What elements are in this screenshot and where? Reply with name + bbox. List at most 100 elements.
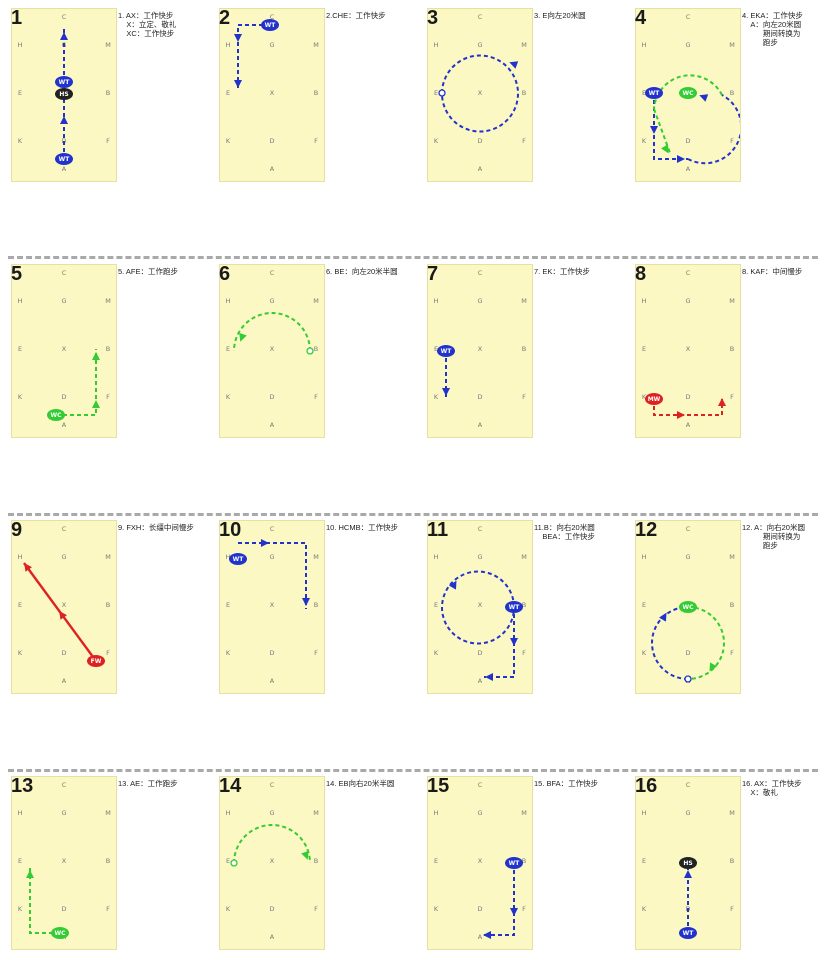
arena-letter-f: F [106, 393, 110, 401]
figure-card: C H G M E X B K D F A 6 6. BE：向左20米半圆 [219, 263, 413, 442]
svg-text:WT: WT [265, 22, 277, 29]
arena-letter-c: C [686, 13, 691, 21]
arena-letter-a: A [270, 677, 275, 685]
arena-letter-g: G [61, 297, 66, 305]
arena-letter-a: A [270, 421, 275, 429]
figure-card: C H G M E X B K D F A WT 15 15. BFA：工作快步 [427, 775, 621, 954]
svg-text:WT: WT [509, 860, 521, 867]
svg-text:MW: MW [648, 396, 661, 403]
figure-number: 4 [635, 7, 647, 29]
figure-card: C H G M E X B K D F A WT 10 10. HCMB：工作快步 [219, 519, 413, 698]
arena-letter-x: X [270, 345, 275, 353]
arena-letter-h: H [434, 553, 439, 561]
arena-letter-d: D [61, 393, 66, 401]
arrowhead [60, 116, 68, 124]
arrowhead [239, 332, 247, 342]
arrowhead [661, 144, 669, 154]
arena-letter-a: A [478, 165, 483, 173]
separator-row-2 [8, 256, 818, 259]
arena-letter-d: D [61, 905, 66, 913]
arena-letter-f: F [522, 393, 526, 401]
arena-letter-x: X [62, 345, 67, 353]
arena-letter-m: M [105, 553, 111, 561]
route-line [484, 607, 515, 678]
arena-diagram: C H G M E X B K D F A WT [434, 525, 527, 685]
figure-card: CHGMEXBKDFAWTWC44. EKA：工作快步 A：向左20米圆 期间转… [635, 7, 826, 186]
arena-letter-g: G [477, 297, 482, 305]
arena: C H G M E X B K D F A [427, 8, 533, 182]
figure-caption: 16. AX：工作快步 X：敬礼 [742, 779, 802, 797]
arrowhead [24, 562, 32, 572]
figure-number: 10 [219, 519, 242, 541]
start-point-marker [684, 675, 692, 683]
arena-letter-h: H [226, 809, 231, 817]
arena-letter-c: C [270, 781, 275, 789]
arena-letter-g: G [685, 41, 690, 49]
figure-card: C H G M E X B K D F A WC 5 5. AFE：工作跑步 [11, 263, 205, 442]
arena-letter-d: D [61, 649, 66, 657]
arena: C H G M E X B K D F A FW [11, 520, 117, 694]
arena-letter-b: B [314, 601, 318, 609]
arena-letter-g: G [685, 809, 690, 817]
arena: C H G M E X B K D F A WT [427, 264, 533, 438]
arena-letter-h: H [226, 41, 231, 49]
arena-letter-x: X [62, 601, 67, 609]
arena-letter-k: K [642, 137, 647, 145]
figure-caption: 1. AX：工作快步 X：立定、敬礼 XC：工作快步 [118, 11, 177, 38]
figure-caption: 6. BE：向左20米半圆 [326, 267, 398, 276]
arena-letter-f: F [522, 137, 526, 145]
figure-card: C H G M E X B K D F A WT 7 7. EK：工作快步 [427, 263, 621, 442]
arena-letter-e: E [642, 601, 646, 609]
arena-letter-m: M [313, 297, 319, 305]
arrowhead [709, 662, 717, 672]
arena-letter-x: X [686, 345, 691, 353]
arena-letter-e: E [226, 89, 230, 97]
wc-badge: WC [51, 927, 69, 939]
half-circle-route [233, 824, 311, 864]
arena-letter-g: G [477, 553, 482, 561]
arena-letter-k: K [18, 137, 23, 145]
arena-letter-f: F [314, 905, 318, 913]
svg-text:WT: WT [509, 604, 521, 611]
arena-letter-m: M [729, 553, 735, 561]
arena-letter-f: F [314, 649, 318, 657]
arena-letter-x: X [478, 89, 483, 97]
arena-letter-m: M [313, 809, 319, 817]
arena-letter-h: H [642, 553, 647, 561]
figure-number: 2 [219, 7, 231, 29]
route-line [56, 349, 97, 416]
wt-badge: WT [505, 857, 523, 869]
arena-letter-f: F [730, 905, 734, 913]
route-line [653, 93, 688, 160]
arena-letter-a: A [270, 165, 275, 173]
figure-card: CHGMEXBKDFAWTHSWT11. AX：工作快步 X：立定、敬礼 XC：… [11, 7, 205, 186]
arrowhead [699, 94, 709, 102]
figure-number: 16 [635, 775, 658, 797]
arena-letter-m: M [105, 809, 111, 817]
arena-letter-c: C [478, 269, 483, 277]
svg-text:FW: FW [91, 658, 102, 665]
arena-letter-h: H [434, 297, 439, 305]
wt-badge: WT [437, 345, 455, 357]
figure-caption: 2.CHE：工作快步 [326, 11, 386, 20]
arena-letter-m: M [313, 553, 319, 561]
arena-letter-x: X [478, 857, 483, 865]
arena-letter-k: K [434, 137, 439, 145]
svg-text:WC: WC [50, 412, 62, 419]
route-line-canter [653, 108, 671, 154]
hs-badge: HS [55, 88, 73, 100]
start-point-marker [230, 859, 238, 867]
figure-card: C H G M E X B K D F A MW 8 8. KAF：中间慢步 [635, 263, 826, 442]
arena-letter-g: G [685, 553, 690, 561]
arena-letter-c: C [478, 525, 483, 533]
arena-letter-c: C [686, 781, 691, 789]
arena-letter-c: C [478, 781, 483, 789]
arena: C H G M E X B K D F A WT [427, 520, 533, 694]
arena-letter-c: C [62, 269, 67, 277]
half-circle-route [233, 312, 311, 352]
hs-badge: HS [679, 857, 697, 869]
arena-letter-c: C [270, 13, 275, 21]
arena-letter-k: K [18, 393, 23, 401]
figure-caption: 15. BFA：工作快步 [534, 779, 599, 788]
arena-letter-d: D [477, 393, 482, 401]
